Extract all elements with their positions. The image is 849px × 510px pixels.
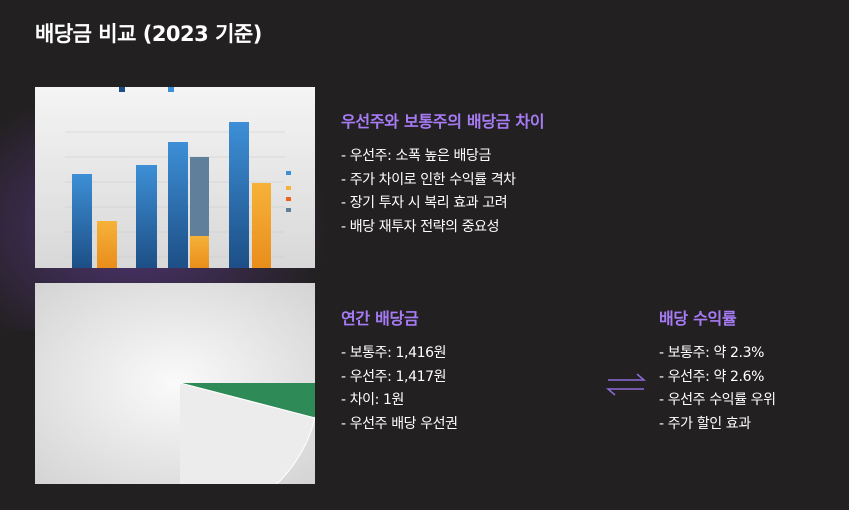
section: 우선주와 보통주의 배당금 차이 - 우선주: 소폭 높은 배당금 - 주가 차… (341, 108, 545, 239)
bullet: - 우선주 배당 우선권 (341, 415, 458, 432)
bullet: - 우선주: 1,417원 (341, 368, 447, 385)
pie-chart-image (35, 283, 315, 484)
section: 연간 배당금 - 보통주: 1,416원 - 우선주: 1,417원 - 차이:… (341, 305, 458, 436)
bullet: - 주가 할인 효과 (659, 415, 751, 432)
section-heading: 연간 배당금 (341, 309, 419, 328)
bullet: - 차이: 1원 (341, 392, 405, 408)
bullet: - 보통주: 약 2.3% (659, 345, 765, 361)
bullet: - 보통주: 1,416원 (341, 345, 447, 361)
bullet: - 우선주: 약 2.6% (659, 368, 765, 385)
bar-chart-image (35, 87, 315, 268)
bullet: - 장기 투자 시 복리 효과 고려 (341, 195, 508, 211)
bullet: - 배당 재투자 전략의 중요성 (341, 218, 500, 235)
bullet: - 우선주 수익률 우위 (659, 392, 776, 408)
section-heading: 우선주와 보통주의 배당금 차이 (341, 112, 545, 131)
bullet: - 우선주: 소폭 높은 배당금 (341, 148, 491, 164)
bullet: - 주가 차이로 인한 수익률 격차 (341, 171, 516, 188)
section: 배당 수익률 - 보통주: 약 2.3% - 우선주: 약 2.6% - 우선주… (659, 305, 776, 436)
section-heading: 배당 수익률 (659, 309, 737, 328)
exchange-arrows (605, 373, 647, 396)
slide-title: 배당금 비교 (2023 기준) (35, 22, 262, 46)
